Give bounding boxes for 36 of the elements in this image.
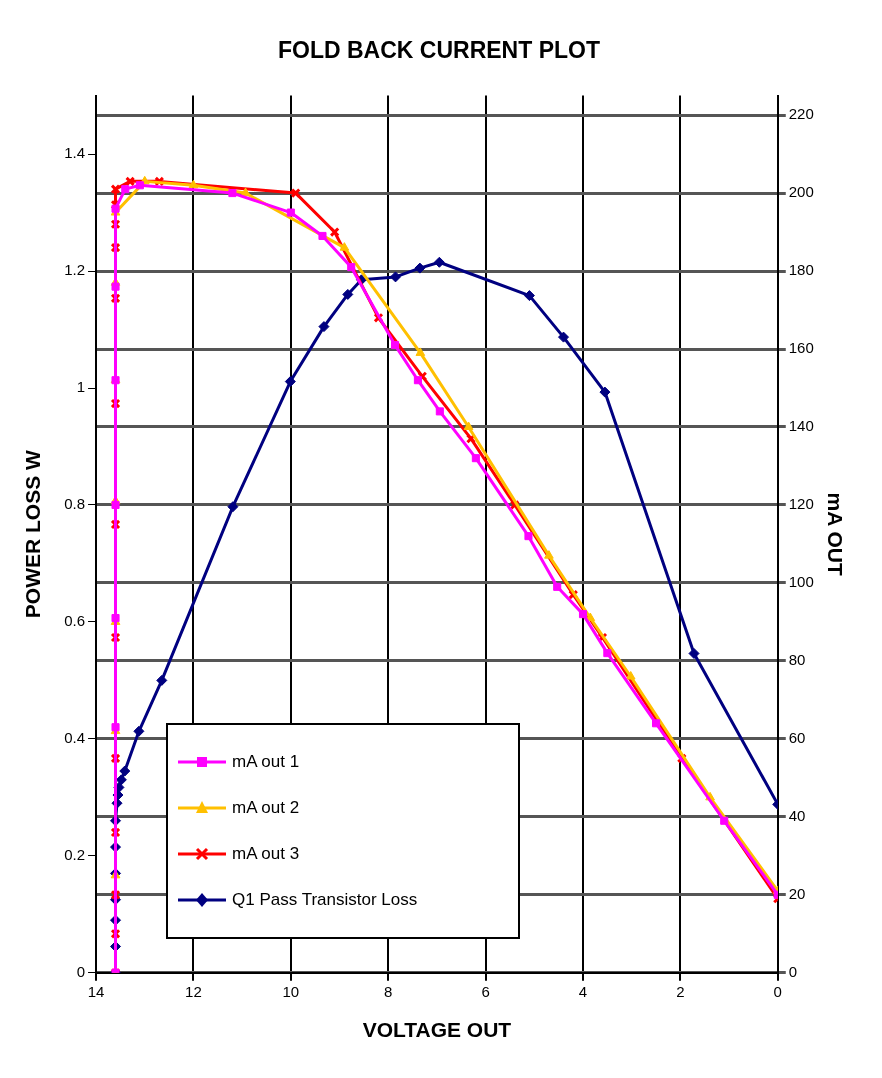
- chart-title: FOLD BACK CURRENT PLOT: [278, 37, 600, 64]
- y-tick-label: 1.2: [64, 261, 86, 279]
- x-tick-label: 10: [282, 982, 300, 1000]
- legend-label: mA out 3: [232, 843, 300, 864]
- y-tick-label: 0.4: [64, 729, 86, 747]
- y-tick-label: 0.8: [64, 495, 86, 513]
- y2-axis-title: mA OUT: [823, 492, 847, 576]
- x-axis-title: VOLTAGE OUT: [362, 1018, 512, 1042]
- y-tick-label: 0: [76, 962, 86, 980]
- y2-tick-label: 180: [788, 261, 814, 279]
- y2-tick-label: 220: [788, 105, 814, 123]
- x-tick-label: 12: [185, 982, 202, 1000]
- y2-tick-label: 200: [788, 183, 814, 201]
- y2-tick-label: 120: [788, 495, 814, 513]
- x-tick-label: 6: [481, 982, 490, 1000]
- y2-tick-label: 160: [788, 339, 814, 357]
- y2-tick-label: 40: [788, 806, 806, 824]
- x-tick-label: 14: [87, 982, 105, 1000]
- x-tick-label: 8: [384, 982, 393, 1000]
- y-axis-title: POWER LOSS W: [21, 450, 45, 619]
- legend-label: Q1 Pass Transistor Loss: [232, 889, 418, 910]
- legend-label: mA out 2: [232, 797, 300, 818]
- x-tick-label: 2: [676, 982, 685, 1000]
- x-tick-label: 4: [578, 982, 588, 1000]
- y2-tick-label: 80: [788, 651, 806, 669]
- y2-tick-label: 100: [788, 573, 814, 591]
- y-tick-label: 1: [76, 378, 86, 396]
- y2-tick-label: 140: [788, 417, 814, 435]
- y-tick-label: 0.6: [64, 612, 86, 630]
- y2-tick-label: 20: [788, 884, 806, 902]
- y2-tick-label: 0: [788, 962, 798, 980]
- legend-label: mA out 1: [232, 751, 300, 772]
- x-tick-label: 0: [773, 982, 782, 1000]
- y2-tick-label: 60: [788, 729, 806, 747]
- y-tick-label: 0.2: [64, 845, 86, 863]
- y-tick-label: 1.4: [64, 144, 86, 162]
